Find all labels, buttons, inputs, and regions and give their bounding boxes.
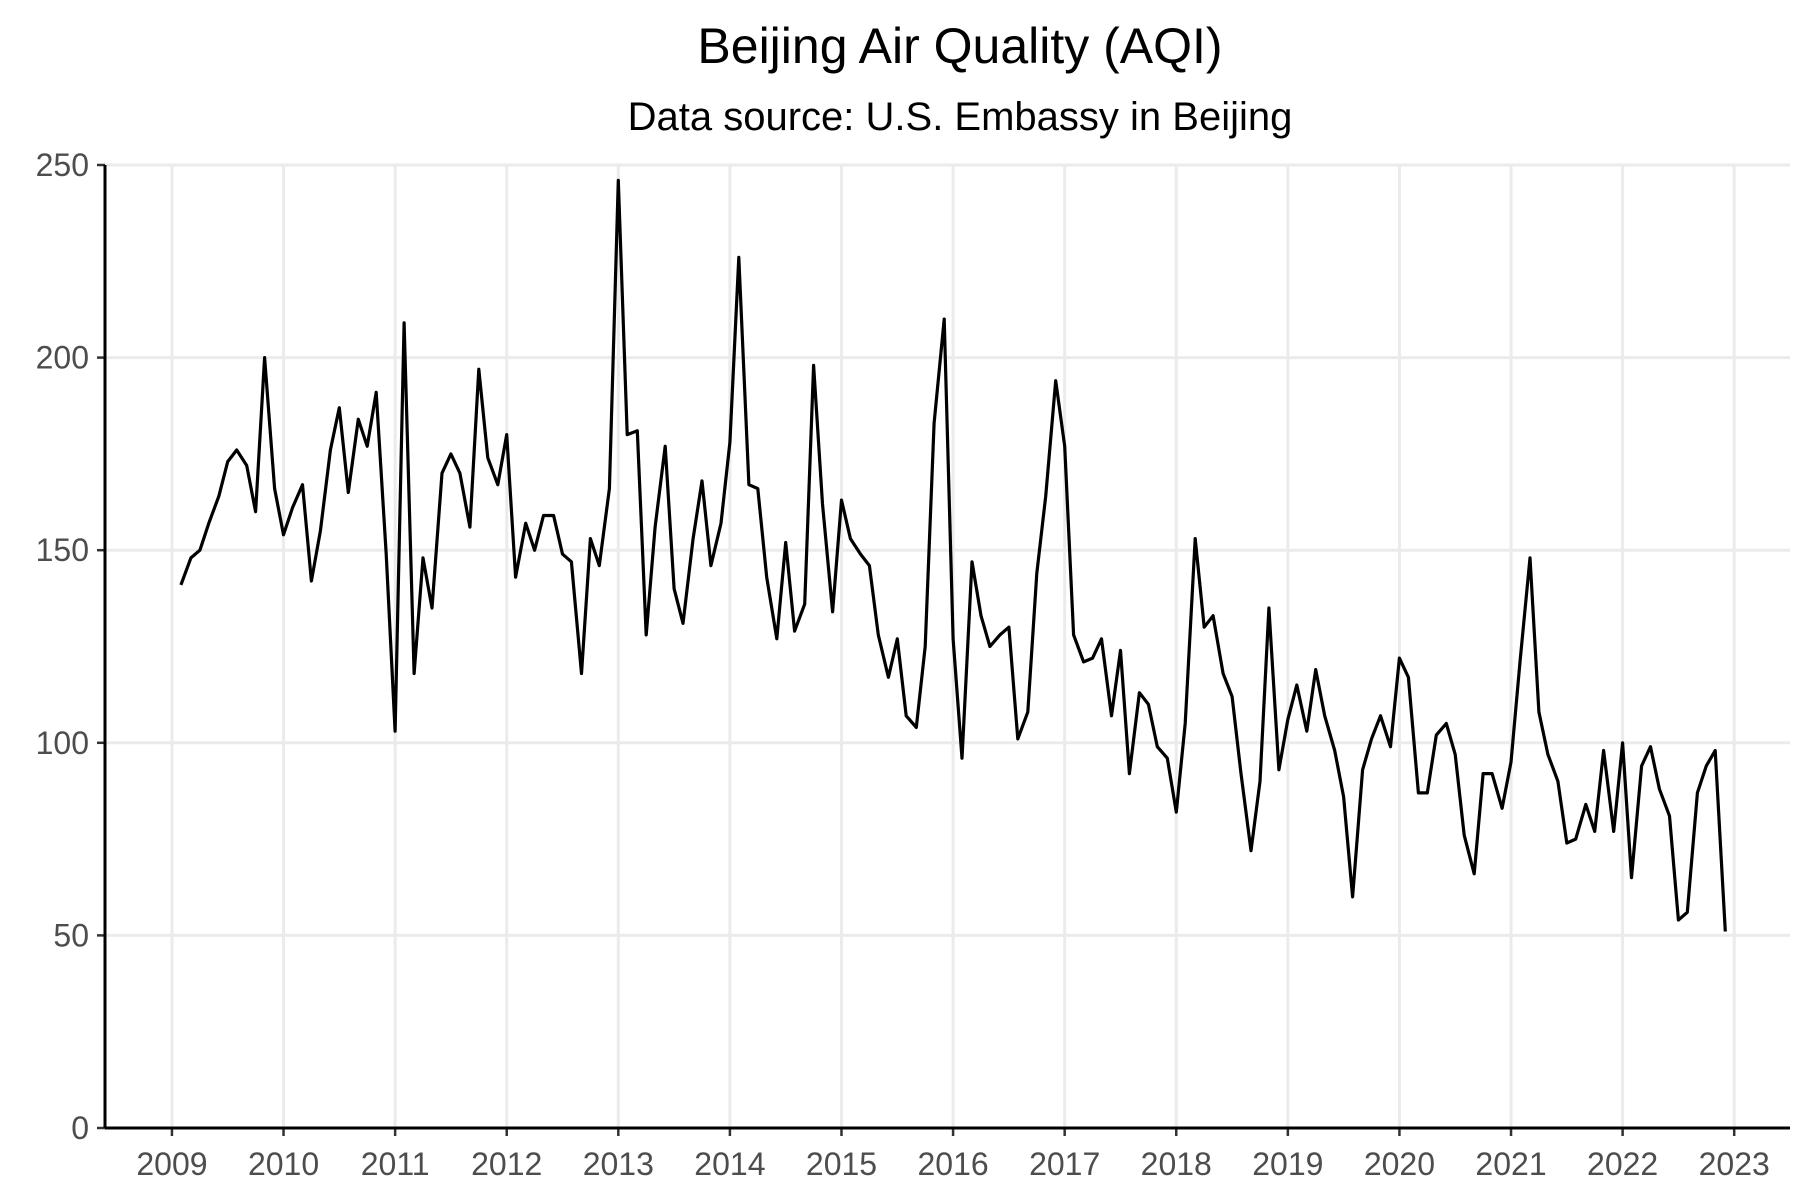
x-tick-label: 2022 — [1587, 1146, 1658, 1182]
x-tick-label: 2012 — [471, 1146, 542, 1182]
x-tick-label: 2020 — [1364, 1146, 1435, 1182]
y-tick-label: 250 — [36, 147, 89, 183]
x-tick-label: 2011 — [361, 1146, 430, 1182]
series-layer — [179, 178, 1727, 932]
x-tick-label: 2010 — [248, 1146, 319, 1182]
x-tick-label: 2016 — [917, 1146, 988, 1182]
y-tick-label: 50 — [53, 917, 89, 953]
y-tick-label: 100 — [36, 725, 89, 761]
chart-title: Beijing Air Quality (AQI) — [697, 18, 1222, 74]
x-tick-label: 2017 — [1029, 1146, 1100, 1182]
x-tick-label: 2013 — [583, 1146, 654, 1182]
series-line — [179, 178, 1727, 932]
x-tick-label: 2014 — [694, 1146, 765, 1182]
x-tick-label: 2023 — [1699, 1146, 1770, 1182]
x-tick-label: 2015 — [806, 1146, 877, 1182]
x-tick-label: 2021 — [1475, 1146, 1546, 1182]
tick-labels: 0 50 100 150 200 250 2009 2010 2011 2012 2013 2014 2… — [36, 147, 1770, 1182]
y-tick-label: 0 — [71, 1110, 89, 1146]
x-tick-label: 2019 — [1252, 1146, 1323, 1182]
x-tick-label: 2009 — [136, 1146, 207, 1182]
grid — [105, 163, 1790, 1130]
y-tick-label: 200 — [36, 340, 89, 376]
chart-subtitle: Data source: U.S. Embassy in Beijing — [628, 95, 1293, 139]
y-tick-label: 150 — [36, 532, 89, 568]
x-tick-label: 2018 — [1141, 1146, 1212, 1182]
axes — [97, 163, 1790, 1136]
